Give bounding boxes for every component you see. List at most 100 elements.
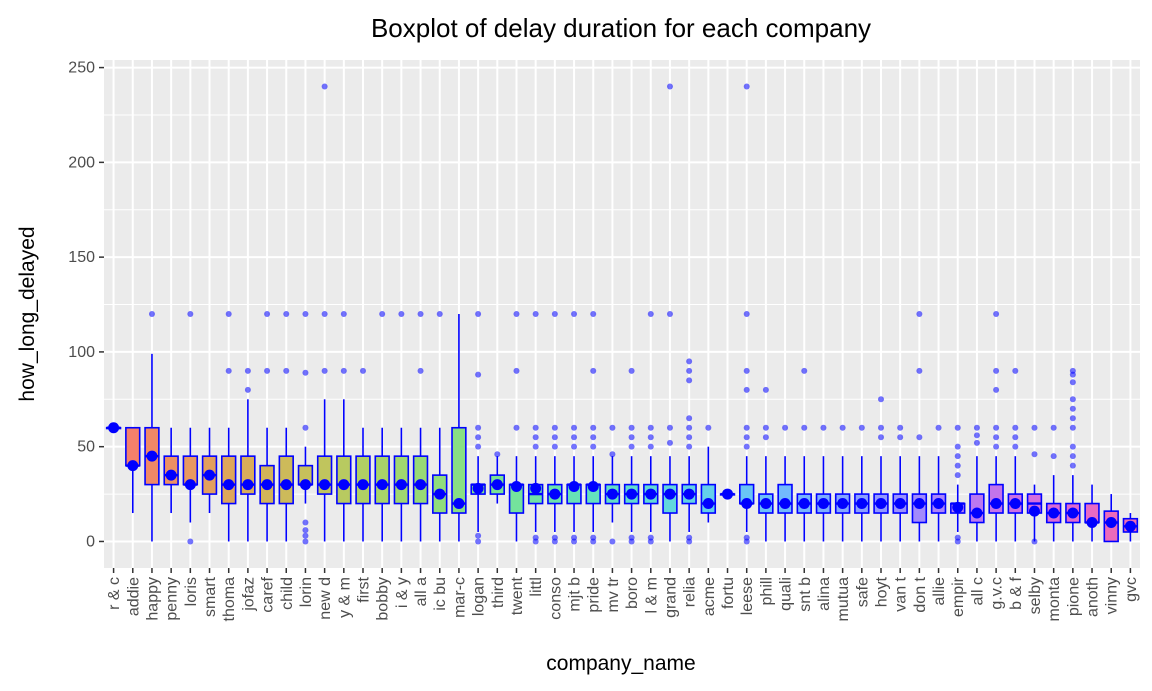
mean-point xyxy=(760,498,772,510)
box-group xyxy=(182,311,199,545)
outlier-point xyxy=(686,534,693,541)
outlier-point xyxy=(743,311,750,317)
box-group xyxy=(374,311,390,542)
x-tick-label: acme xyxy=(701,577,718,616)
x-tick-label: ic bu xyxy=(432,577,449,611)
x-tick-label: mv tr xyxy=(605,576,622,612)
x-tick-label: first xyxy=(356,576,373,602)
outlier-point xyxy=(666,424,673,431)
outlier-point xyxy=(666,311,673,317)
outlier-point xyxy=(244,386,251,393)
box-group xyxy=(508,311,525,542)
x-tick-label: l & m xyxy=(643,577,660,613)
mean-point xyxy=(817,498,829,510)
box-group xyxy=(527,311,544,545)
outlier-point xyxy=(878,424,884,431)
outlier-point xyxy=(225,367,232,374)
outlier-point xyxy=(513,311,520,317)
outlier-point xyxy=(551,311,558,317)
box-group xyxy=(412,311,429,542)
outlier-point xyxy=(302,532,309,539)
box-group xyxy=(777,424,793,542)
outlier-point xyxy=(1031,451,1038,458)
x-tick-label: penny xyxy=(164,577,181,621)
y-axis: 0 50 100 150 200 250 xyxy=(68,60,104,550)
x-tick-label: relia xyxy=(682,577,699,607)
x-tick-label: littl xyxy=(528,577,545,597)
outlier-point xyxy=(628,367,635,374)
outlier-point xyxy=(743,434,750,441)
outlier-point xyxy=(302,519,309,526)
box-group xyxy=(1122,513,1139,542)
box-group xyxy=(738,83,755,545)
outlier-point xyxy=(897,434,904,441)
box-group xyxy=(854,424,870,542)
outlier-point xyxy=(916,367,923,374)
outlier-point xyxy=(954,534,961,541)
box-group xyxy=(681,358,697,545)
outlier-point xyxy=(743,534,750,541)
outlier-point xyxy=(532,443,539,450)
mean-point xyxy=(510,480,522,492)
outlier-point xyxy=(647,534,654,541)
outlier-point xyxy=(321,311,328,317)
outlier-point xyxy=(417,367,424,374)
x-tick-label: allie xyxy=(931,577,948,606)
mean-point xyxy=(165,469,177,481)
x-axis-title: company_name xyxy=(546,652,695,675)
outlier-point xyxy=(340,367,347,374)
outlier-point xyxy=(801,367,808,374)
mean-point xyxy=(1009,498,1021,510)
outlier-point xyxy=(1031,424,1038,431)
mean-point xyxy=(395,479,407,491)
outlier-point xyxy=(686,377,693,384)
x-tick-label: twent xyxy=(509,576,526,615)
outlier-point xyxy=(916,434,923,441)
outlier-point xyxy=(1069,453,1076,460)
box-group xyxy=(566,311,582,545)
x-tick-label: addie xyxy=(125,577,142,616)
box-group xyxy=(278,311,294,542)
x-tick-label: mutua xyxy=(835,577,852,622)
x-tick-label: thoma xyxy=(221,577,238,622)
outlier-point xyxy=(973,432,980,439)
outlier-point xyxy=(743,424,750,431)
outlier-point xyxy=(954,472,961,479)
box-group xyxy=(393,311,410,542)
mean-point xyxy=(645,488,657,500)
mean-point xyxy=(1048,507,1060,519)
outlier-point xyxy=(475,443,482,450)
outlier-point xyxy=(878,434,884,441)
outlier-point xyxy=(1069,443,1076,450)
y-tick-label: 50 xyxy=(77,439,95,456)
x-tick-label: don t xyxy=(912,576,929,612)
outlier-point xyxy=(398,311,405,317)
outlier-point xyxy=(1012,367,1019,374)
box-group xyxy=(873,396,889,542)
outlier-point xyxy=(302,424,309,431)
x-tick-label: mjt b xyxy=(567,577,584,612)
box-group xyxy=(815,424,832,542)
outlier-point xyxy=(187,538,194,545)
outlier-point xyxy=(1031,538,1038,545)
outlier-point xyxy=(743,443,750,450)
outlier-point xyxy=(647,424,654,431)
mean-point xyxy=(990,498,1002,510)
mean-point xyxy=(837,498,849,510)
x-tick-label: y & m xyxy=(336,577,353,618)
box-group xyxy=(105,422,122,434)
outlier-point xyxy=(148,311,155,317)
x-tick-label: g.v.c xyxy=(989,577,1006,610)
outlier-point xyxy=(858,424,865,431)
box-group xyxy=(489,451,506,504)
box-group xyxy=(623,367,640,545)
mean-point xyxy=(587,480,599,492)
outlier-point xyxy=(475,434,482,441)
outlier-point xyxy=(590,434,597,441)
box-group xyxy=(585,311,601,545)
outlier-point xyxy=(628,443,635,450)
mean-point xyxy=(683,488,695,500)
outlier-point xyxy=(302,538,309,545)
outlier-point xyxy=(973,424,980,431)
outlier-point xyxy=(762,424,769,431)
